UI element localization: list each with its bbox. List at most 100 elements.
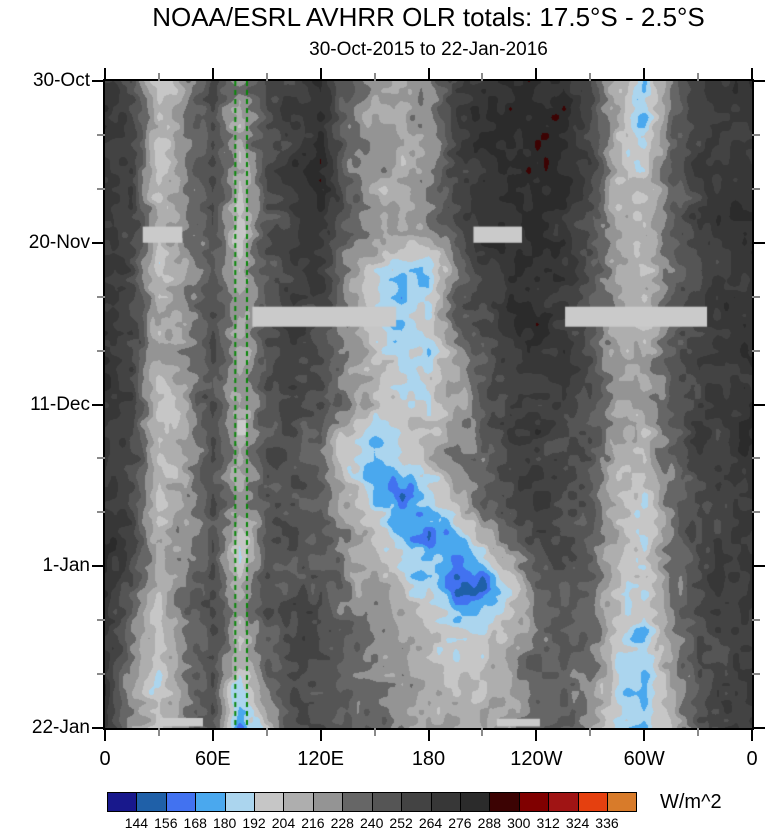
y-minor-tick-left [97,295,105,298]
colorbar-cell [165,792,197,812]
colorbar-boundary-label: 216 [301,815,325,830]
y-major-tick-right [752,565,765,568]
y-minor-tick-right [752,295,760,298]
y-major-tick-left [92,727,105,729]
x-minor-tick-top [697,73,700,81]
y-major-tick-left [92,565,105,568]
y-minor-tick-left [97,619,105,622]
colorbar-cell [577,792,608,812]
x-minor-tick-bottom [697,728,700,736]
colorbar-cell [371,792,403,812]
hovmoller-heatmap-canvas [105,81,752,728]
colorbar-cell [136,792,167,812]
y-minor-tick-right [752,511,760,514]
colorbar-boundary-label: 180 [212,815,237,830]
colorbar-cell [312,792,344,812]
colorbar-cell [107,792,138,812]
y-minor-tick-right [752,457,760,460]
x-major-tick-bottom [104,728,106,741]
x-minor-tick-top [481,73,484,81]
x-major-tick-top [427,68,430,81]
y-minor-tick-left [97,133,105,136]
x-minor-tick-bottom [481,728,484,736]
x-axis-label: 180 [411,748,446,770]
colorbar-boundary-label: 156 [154,815,178,830]
y-minor-tick-left [97,511,105,514]
colorbar-boundary-label: 144 [124,815,149,830]
x-minor-tick-bottom [157,728,160,736]
colorbar-boundary-label: 276 [448,815,472,830]
x-axis-label: 60W [623,748,665,770]
colorbar-cell [224,792,256,812]
x-axis-label: 60E [195,748,231,770]
x-major-tick-top [751,68,753,81]
x-minor-tick-bottom [589,728,592,736]
colorbar-unit-label: W/m^2 [660,791,722,813]
y-minor-tick-left [97,457,105,460]
y-minor-tick-right [752,133,760,136]
y-axis-label: 22-Jan [31,717,90,738]
colorbar-cell [401,792,432,812]
x-minor-tick-bottom [373,728,376,736]
colorbar-boundary-label: 168 [183,815,207,830]
chart-subtitle: 30-Oct-2015 to 22-Jan-2016 [309,39,548,60]
x-major-tick-top [104,68,106,81]
y-major-tick-left [92,403,105,406]
y-minor-tick-left [97,673,105,676]
y-major-tick-left [92,80,105,82]
y-minor-tick-right [752,187,760,190]
colorbar-boundary-label: 264 [418,815,443,830]
x-major-tick-top [319,68,322,81]
x-axis-label: 120E [297,748,345,770]
y-major-tick-right [752,727,765,729]
y-minor-tick-right [752,673,760,676]
colorbar-cell [548,792,579,812]
colorbar-cell [430,792,461,812]
y-major-tick-right [752,80,765,82]
x-axis-label: 0 [746,748,758,770]
colorbar-cell [283,792,314,812]
x-major-tick-bottom [751,728,753,741]
x-major-tick-top [211,68,214,81]
x-minor-tick-top [157,73,160,81]
y-minor-tick-left [97,187,105,190]
colorbar-boundary-label: 240 [360,815,384,830]
colorbar-boundary-label: 336 [595,815,619,830]
colorbar-boundary-label: 300 [507,815,531,830]
colorbar-boundary-label: 312 [536,815,560,830]
y-major-tick-left [92,241,105,244]
colorbar-cell [254,792,285,812]
colorbar-cell [518,792,550,812]
y-minor-tick-left [97,349,105,352]
x-major-tick-top [643,68,646,81]
y-minor-tick-right [752,349,760,352]
x-axis-label: 120W [510,748,563,770]
x-minor-tick-top [589,73,592,81]
x-major-tick-bottom [319,728,322,741]
colorbar-cell [606,792,638,812]
colorbar-cell [459,792,491,812]
x-major-tick-bottom [211,728,214,741]
chart-title: NOAA/ESRL AVHRR OLR totals: 17.5°S - 2.5… [152,2,705,32]
colorbar-cell [195,792,226,812]
y-major-tick-right [752,241,765,244]
x-minor-tick-top [265,73,268,81]
x-axis-label: 0 [99,748,111,770]
y-axis-label: 30-Oct [32,70,90,91]
colorbar-cell [342,792,373,812]
colorbar-boundary-label: 324 [565,815,590,830]
colorbar-boundary-label: 228 [330,815,354,830]
colorbar-boundary-label: 288 [477,815,502,830]
colorbar-cell [489,792,520,812]
y-axis-label: 20-Nov [28,231,90,253]
y-major-tick-right [752,403,765,406]
x-major-tick-top [535,68,538,81]
y-axis-label: 11-Dec [30,393,90,415]
x-major-tick-bottom [535,728,538,741]
x-minor-tick-top [373,73,376,81]
x-major-tick-bottom [427,728,430,741]
x-major-tick-bottom [643,728,646,741]
y-minor-tick-right [752,619,760,622]
y-axis-label: 1-Jan [42,555,90,577]
